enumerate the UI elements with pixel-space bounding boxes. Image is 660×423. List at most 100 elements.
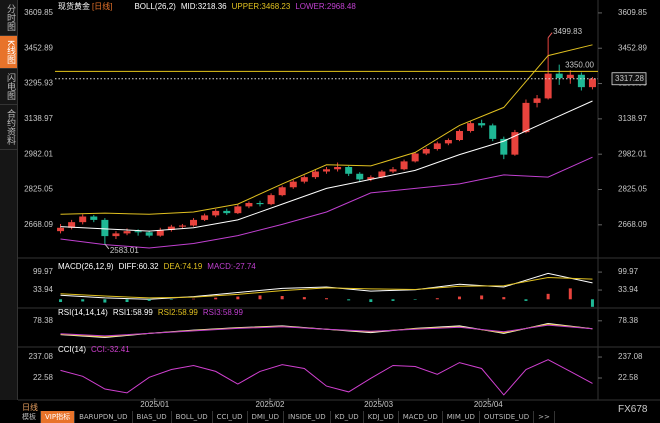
histogram-bar xyxy=(325,298,328,300)
histogram-bar xyxy=(457,296,461,300)
indicator-tab[interactable]: INSIDE_UD xyxy=(284,411,331,423)
indicator-line xyxy=(60,100,593,232)
candle-body xyxy=(245,203,253,207)
candle-body xyxy=(455,131,463,141)
period-label: 日线 xyxy=(22,403,38,412)
candle-body xyxy=(400,161,408,170)
y-tick-label: 99.97 xyxy=(618,267,639,276)
legend-entry: DEA:74.19 xyxy=(164,262,203,271)
y-tick-label: 33.94 xyxy=(618,285,639,294)
price-label: 3317.28 xyxy=(615,74,644,83)
legend-entry: RSI2:58.99 xyxy=(158,308,199,317)
candle-body xyxy=(577,74,585,88)
y-tick-label: 3138.97 xyxy=(618,114,647,123)
indicator-tab[interactable]: MACD_UD xyxy=(399,411,443,423)
indicator-tab[interactable]: KDJ_UD xyxy=(364,411,399,423)
y-tick-label: 78.38 xyxy=(33,316,54,325)
histogram-bar xyxy=(391,299,395,301)
sidebar-tab[interactable]: 分时图 xyxy=(0,0,17,36)
reference-label: 3350.00 xyxy=(565,60,594,69)
candle-body xyxy=(566,74,574,79)
legend-entry: DIFF:60.32 xyxy=(119,262,160,271)
y-tick-label: 2668.09 xyxy=(618,220,647,229)
histogram-bar xyxy=(435,298,439,300)
brand: FX678 xyxy=(618,404,648,415)
histogram-bar xyxy=(103,299,107,303)
candle-body xyxy=(212,210,220,216)
histogram-bar xyxy=(502,297,506,300)
histogram-bar xyxy=(236,296,240,300)
candle-body xyxy=(178,225,186,227)
annotation-leader xyxy=(104,243,110,250)
x-tick-label: 2025/02 xyxy=(256,400,285,409)
indicator-tab[interactable]: >> xyxy=(534,411,555,423)
indicator-line xyxy=(60,156,593,249)
candle-body xyxy=(588,78,596,88)
histogram-bar xyxy=(480,295,484,300)
panel-legend: CCI(14) CCI:-32.41 xyxy=(58,345,130,354)
candle-body xyxy=(267,195,275,205)
indicator-line xyxy=(60,44,593,215)
y-tick-label: 22.58 xyxy=(33,373,54,382)
annotation: 3499.83 xyxy=(553,27,582,36)
candle-body xyxy=(223,210,231,214)
y-tick-label: 22.58 xyxy=(618,373,639,382)
candle-body xyxy=(145,232,153,236)
y-tick-label: 3609.85 xyxy=(24,8,53,17)
candle-body xyxy=(522,102,530,133)
indicator-tab[interactable]: OUTSIDE_UD xyxy=(480,411,535,423)
panel-legend: MACD(26,12,9) DIFF:60.32 DEA:74.19 MACD:-27… xyxy=(58,262,256,271)
y-tick-label: 3295.93 xyxy=(24,79,53,88)
candle-body xyxy=(422,149,430,154)
sidebar-tab[interactable]: K线图 xyxy=(0,36,17,69)
period: [日线] xyxy=(92,1,112,11)
sidebar: 分时图 K线图 闪电图 合约资料 xyxy=(0,0,18,400)
histogram-bar xyxy=(302,297,306,300)
candle-body xyxy=(356,173,364,180)
legend-entry: CCI:-32.41 xyxy=(91,345,130,354)
indicator-tabs: 模板 VIP指标 BARUPDN_UD BIAS_UD BOLL_UD CCI_UD DMI… xyxy=(18,411,555,423)
indicator-tab[interactable]: KD_UD xyxy=(331,411,364,423)
indicator: BOLL(26,2) xyxy=(134,2,176,11)
legend-entry: RSI1:58.99 xyxy=(113,308,154,317)
candle-body xyxy=(101,219,109,237)
panel-legend: 现货黄金 [日线] BOLL(26,2) MID:3218.36 UPPER:3468.… xyxy=(58,1,356,11)
histogram-bar xyxy=(258,295,262,300)
indicator-tab[interactable]: BOLL_UD xyxy=(172,411,213,423)
candle-body xyxy=(467,123,475,132)
candle-body xyxy=(311,171,319,178)
candle-body xyxy=(533,98,541,103)
y-tick-label: 78.38 xyxy=(618,316,639,325)
indicator-tab[interactable]: BIAS_UD xyxy=(133,411,172,423)
y-tick-label: 99.97 xyxy=(33,267,54,276)
indicator-tab[interactable]: CCI_UD xyxy=(213,411,248,423)
sidebar-tab[interactable]: 闪电图 xyxy=(0,69,17,105)
histogram-bar xyxy=(369,299,373,303)
candle-body xyxy=(378,171,386,178)
legend-entry: MACD:-27.74 xyxy=(207,262,256,271)
candle-body xyxy=(555,73,563,79)
histogram-bar xyxy=(568,288,572,300)
candle-body xyxy=(411,153,419,162)
candle-body xyxy=(500,138,508,155)
histogram-bar xyxy=(546,293,550,300)
indicator-tab[interactable]: DMI_UD xyxy=(248,411,285,423)
candle-body xyxy=(478,123,486,126)
indicator-tab[interactable]: 模板 xyxy=(18,411,41,423)
indicator-tab[interactable]: MIM_UD xyxy=(443,411,480,423)
histogram-bar xyxy=(125,299,129,303)
histogram-bar xyxy=(413,299,417,300)
indicator-tab[interactable]: BARUPDN_UD xyxy=(75,411,133,423)
candle-body xyxy=(156,230,164,236)
candle-body xyxy=(367,177,375,180)
candle-body xyxy=(134,231,142,233)
indicator-tab[interactable]: VIP指标 xyxy=(41,411,76,423)
sidebar-tab[interactable]: 合约资料 xyxy=(0,105,17,150)
candle-body xyxy=(123,231,131,234)
histogram-bar xyxy=(81,299,85,302)
candle-body xyxy=(68,222,76,228)
candle-body xyxy=(345,167,353,174)
legend-entry: UPPER:3468.23 xyxy=(232,2,291,11)
